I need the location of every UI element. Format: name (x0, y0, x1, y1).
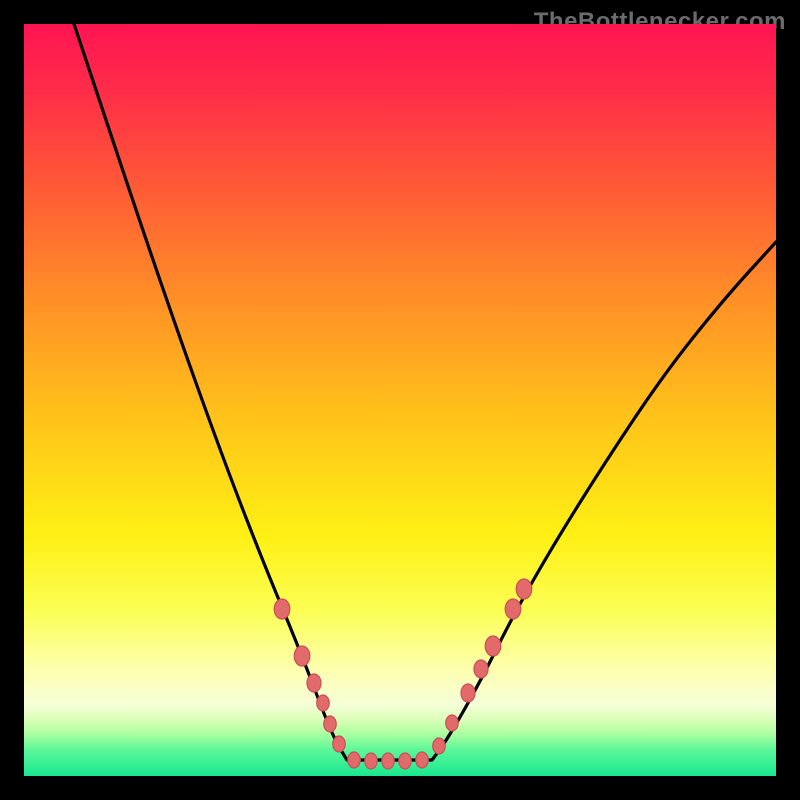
gradient-background (24, 24, 776, 776)
curve-marker (461, 684, 475, 702)
curve-marker (416, 752, 428, 768)
curve-marker (382, 753, 394, 769)
curve-marker (317, 695, 329, 711)
curve-marker (365, 753, 377, 769)
curve-marker (446, 715, 458, 731)
curve-marker (324, 716, 336, 732)
curve-marker (307, 674, 321, 692)
curve-marker (516, 579, 532, 599)
plot-area (24, 24, 776, 776)
curve-marker (474, 660, 488, 678)
chart-outer: TheBottlenecker.com (0, 0, 800, 800)
curve-marker (485, 636, 501, 656)
curve-marker (348, 752, 360, 768)
chart-svg (24, 24, 776, 776)
curve-marker (433, 738, 445, 754)
curve-marker (274, 599, 290, 619)
curve-marker (505, 599, 521, 619)
curve-marker (294, 646, 310, 666)
curve-marker (333, 736, 345, 752)
curve-marker (399, 753, 411, 769)
